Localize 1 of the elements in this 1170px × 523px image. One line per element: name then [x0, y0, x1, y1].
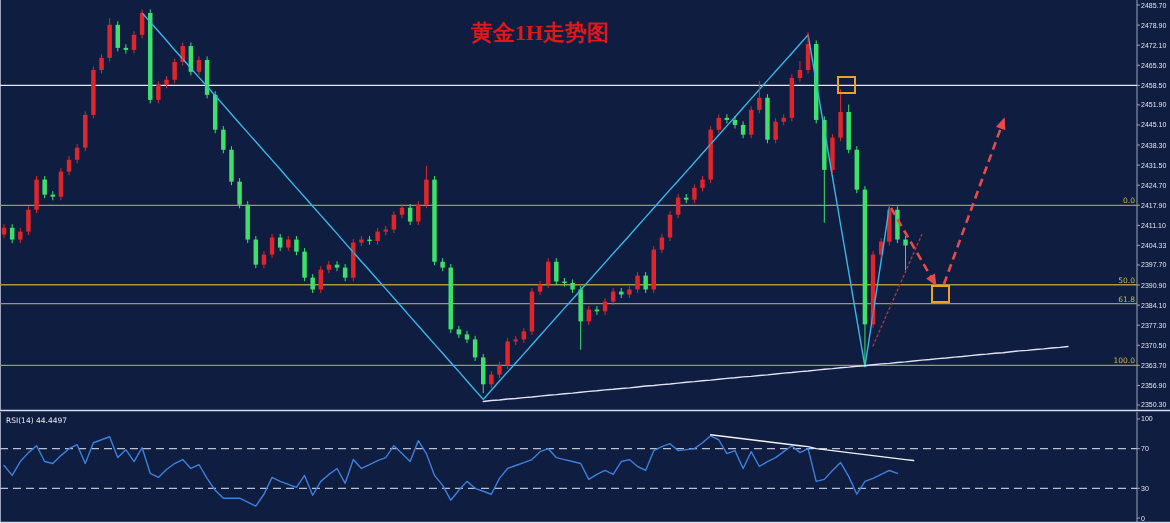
title: 黄金1H走势图 — [470, 20, 610, 45]
